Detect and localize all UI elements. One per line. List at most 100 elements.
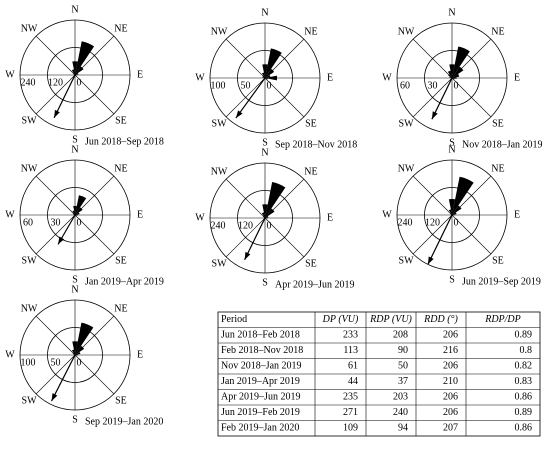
spoke: [36, 316, 75, 355]
ring-label: 60: [23, 217, 33, 228]
arrow-head: [54, 110, 60, 118]
arrow-head: [245, 252, 251, 260]
arrow-head: [236, 110, 243, 118]
period-label: Sep 2019–Jan 2020: [85, 416, 163, 427]
table-cell: 210: [443, 376, 458, 387]
direction-label: S: [262, 277, 268, 288]
table-cell: Apr 2019–Jun 2019: [221, 392, 300, 403]
table-cell: Jun 2018–Feb 2018: [221, 330, 300, 341]
direction-label: E: [137, 69, 143, 80]
spoke: [226, 39, 265, 78]
direction-label: NW: [21, 163, 38, 174]
wedge: [75, 41, 94, 75]
spoke: [413, 176, 452, 215]
direction-label: NE: [114, 23, 127, 34]
spoke: [75, 215, 114, 254]
table-cell: 0.86: [515, 392, 533, 403]
ring-label: 30: [428, 80, 438, 91]
table-cell: 207: [443, 423, 458, 434]
table-cell: 216: [443, 345, 458, 356]
direction-label: E: [514, 209, 520, 220]
table-cell: 0.82: [515, 361, 533, 372]
direction-label: E: [514, 72, 520, 83]
arrow-head: [432, 111, 438, 119]
table-cell: Jun 2019–Feb 2019: [221, 407, 300, 418]
ring-label: 60: [400, 80, 410, 91]
direction-label: W: [382, 209, 392, 220]
table-cell: Feb 2018–Nov 2018: [221, 345, 303, 356]
table-cell: 0.83: [515, 376, 533, 387]
table-cell: 61: [348, 361, 358, 372]
direction-label: SE: [305, 258, 317, 269]
table-cell: 271: [343, 407, 358, 418]
table-cell: 206: [443, 407, 458, 418]
table-cell: 113: [343, 345, 358, 356]
ring-label: 100: [211, 80, 226, 91]
direction-label: NE: [491, 163, 504, 174]
direction-label: SW: [399, 118, 415, 129]
table-cell: 0.89: [515, 407, 533, 418]
direction-label: SE: [115, 395, 127, 406]
direction-label: W: [5, 349, 15, 360]
direction-label: E: [137, 209, 143, 220]
direction-label: NW: [398, 26, 415, 37]
direction-label: W: [195, 212, 205, 223]
spoke: [413, 39, 452, 78]
spoke: [452, 215, 491, 254]
direction-label: SE: [492, 118, 504, 129]
wedge: [452, 47, 470, 78]
wedge: [265, 48, 282, 78]
direction-label: N: [448, 7, 455, 18]
wedge: [265, 182, 285, 218]
direction-label: N: [71, 4, 78, 15]
wedge: [452, 177, 474, 215]
direction-label: N: [261, 147, 268, 158]
ring-label: 120: [425, 217, 440, 228]
direction-label: NW: [398, 163, 415, 174]
spoke: [75, 75, 114, 114]
period-label: Jun 2019–Sep 2019: [462, 276, 541, 287]
direction-label: W: [195, 72, 205, 83]
header-cell: RDD (°): [423, 314, 458, 325]
header-cell: RDP (VU): [369, 314, 412, 325]
table-cell: 0.8: [520, 345, 533, 356]
ring-label: 30: [51, 217, 61, 228]
period-label: Nov 2018–Jan 2019: [462, 139, 543, 150]
table-cell: 240: [393, 407, 408, 418]
spoke: [265, 218, 304, 257]
header-cell: Period: [221, 314, 247, 325]
direction-label: NE: [304, 166, 317, 177]
table-cell: 235: [343, 392, 358, 403]
period-label: Sep 2018–Nov 2018: [275, 139, 357, 150]
direction-label: NE: [114, 303, 127, 314]
direction-label: SE: [305, 118, 317, 129]
ring-label: 120: [48, 77, 63, 88]
table-cell: 206: [443, 392, 458, 403]
table-cell: Jan 2019–Apr 2019: [221, 376, 300, 387]
ring-label: 100: [21, 357, 36, 368]
ring-label: 240: [21, 77, 36, 88]
table-cell: Nov 2018–Jan 2019: [221, 361, 302, 372]
table-cell: Feb 2019–Jan 2020: [221, 423, 299, 434]
direction-label: SE: [115, 255, 127, 266]
direction-label: S: [449, 274, 455, 285]
period-label: Jun 2018–Sep 2018: [85, 136, 164, 147]
direction-label: NW: [21, 303, 38, 314]
spoke: [226, 179, 265, 218]
spoke: [36, 176, 75, 215]
direction-label: W: [382, 72, 392, 83]
spoke: [75, 355, 114, 394]
arrow-head: [52, 393, 58, 401]
direction-label: E: [327, 72, 333, 83]
table-cell: 0.89: [515, 330, 533, 341]
table-cell: 233: [343, 330, 358, 341]
header-cell: RDP/DP: [484, 314, 521, 325]
period-label: Jan 2019–Apr 2019: [85, 276, 164, 287]
period-label: Apr 2019–Jun 2019: [275, 279, 354, 290]
